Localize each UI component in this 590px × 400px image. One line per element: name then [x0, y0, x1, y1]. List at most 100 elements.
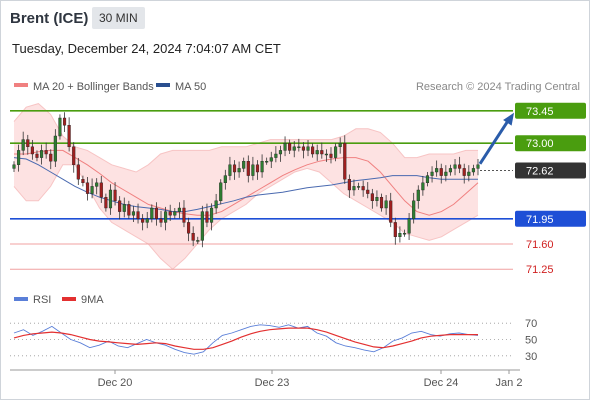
rsi-tick-label: 50 [525, 335, 537, 347]
candle-body [334, 146, 338, 158]
candle-body [407, 218, 411, 234]
candle-body [182, 207, 186, 223]
candle-body [448, 168, 453, 173]
candle-body [58, 117, 62, 137]
candle-body [425, 175, 430, 184]
candle-body [242, 160, 246, 169]
candle-body [49, 153, 53, 162]
chart-header: Brent (ICE) 30 MIN [0, 0, 590, 36]
rsi-legend-swatch [14, 297, 28, 301]
candle-body [283, 142, 287, 151]
candle-body [435, 168, 439, 173]
instrument-title: Brent (ICE) [10, 10, 89, 27]
timeframe-button[interactable]: 30 MIN [92, 7, 145, 29]
rsi-tick-label: 30 [525, 351, 537, 363]
candle-body [122, 204, 126, 212]
candle-body [430, 171, 434, 176]
candle-body [21, 139, 25, 151]
forecast-arrow-head [503, 112, 514, 126]
candle-body [30, 146, 34, 155]
candle-body [352, 186, 356, 191]
candle-body [347, 178, 351, 191]
candle-body [187, 222, 191, 234]
candle-body [324, 153, 328, 156]
resistance-level-label: 73.45 [526, 106, 554, 118]
candle-body [444, 171, 448, 176]
candle-body [356, 186, 361, 188]
support-level-label: 71.95 [526, 214, 554, 226]
candle-body [196, 240, 200, 242]
candle-body [237, 168, 241, 173]
candle-body [164, 211, 168, 223]
rsi-ma-legend-label: 9MA [81, 294, 104, 306]
candle-body [53, 135, 57, 162]
resistance-level-tag [515, 102, 586, 119]
rsi-ma-line [13, 327, 478, 350]
time-axis-label: Jan 2 [496, 377, 523, 389]
candle-body [297, 146, 301, 149]
rsi-line [13, 324, 479, 355]
current-price-label: 72.62 [526, 166, 554, 178]
resistance-level-tag [515, 135, 586, 152]
support-level-label: 71.60 [526, 239, 554, 251]
forecast-arrow-shaft [478, 119, 510, 165]
candle-body [205, 211, 209, 223]
candle-body [131, 211, 136, 216]
candle-body [118, 200, 122, 212]
candle-body [173, 211, 177, 216]
candle-body [467, 171, 471, 176]
chart-datetime: Tuesday, December 24, 2024 7:04:07 AM CE… [12, 41, 281, 56]
support-level-label: 71.25 [526, 264, 554, 276]
candle-body [458, 164, 462, 169]
candle-body [379, 196, 384, 209]
candle-body [35, 153, 39, 158]
candle-body [104, 196, 108, 209]
candle-body [191, 232, 195, 241]
candle-body [274, 153, 278, 158]
candle-body [219, 182, 223, 202]
candle-body [154, 207, 158, 220]
candle-body [329, 153, 333, 158]
candle-body [402, 232, 407, 235]
candle-body [214, 200, 218, 209]
candle-body [72, 146, 76, 166]
candle-body [320, 150, 324, 155]
ma20-legend-label: MA 20 + Bollinger Bands [33, 81, 154, 93]
candle-body [370, 193, 374, 202]
candle-body [127, 204, 131, 216]
time-axis-label: Dec 20 [98, 377, 133, 389]
resistance-level-label: 73.00 [526, 138, 554, 150]
candle-body [361, 186, 365, 191]
candle-body [269, 157, 273, 162]
rsi-ma-legend-swatch [62, 297, 76, 301]
ma50-line [13, 157, 478, 213]
candle-body [209, 207, 214, 223]
rsi-tick-label: 70 [525, 318, 537, 330]
candle-body [168, 211, 172, 216]
candle-body [288, 142, 292, 151]
candle-body [108, 189, 113, 209]
candle-body [311, 146, 315, 155]
current-price-tag [515, 162, 586, 179]
candle-body [99, 182, 103, 198]
candle-body [95, 182, 99, 187]
candle-body [62, 117, 67, 126]
candle-body [141, 218, 145, 223]
candle-body [44, 150, 48, 155]
ma20-legend-swatch [14, 83, 28, 87]
candle-body [76, 164, 80, 180]
candle-body [421, 182, 425, 191]
candle-body [251, 164, 255, 176]
candle-body [453, 164, 457, 169]
candle-body [389, 200, 393, 223]
candle-body [416, 189, 420, 202]
candle-body [159, 218, 163, 223]
candle-body [223, 175, 227, 184]
bollinger-upper-line [13, 103, 478, 173]
candle-body [26, 139, 30, 148]
rsi-panel: RSI 9MA 70 50 30 [10, 294, 537, 363]
candle-body [265, 160, 269, 163]
candle-body [260, 160, 264, 173]
candle-body [301, 146, 305, 151]
support-level-tag [515, 210, 586, 227]
